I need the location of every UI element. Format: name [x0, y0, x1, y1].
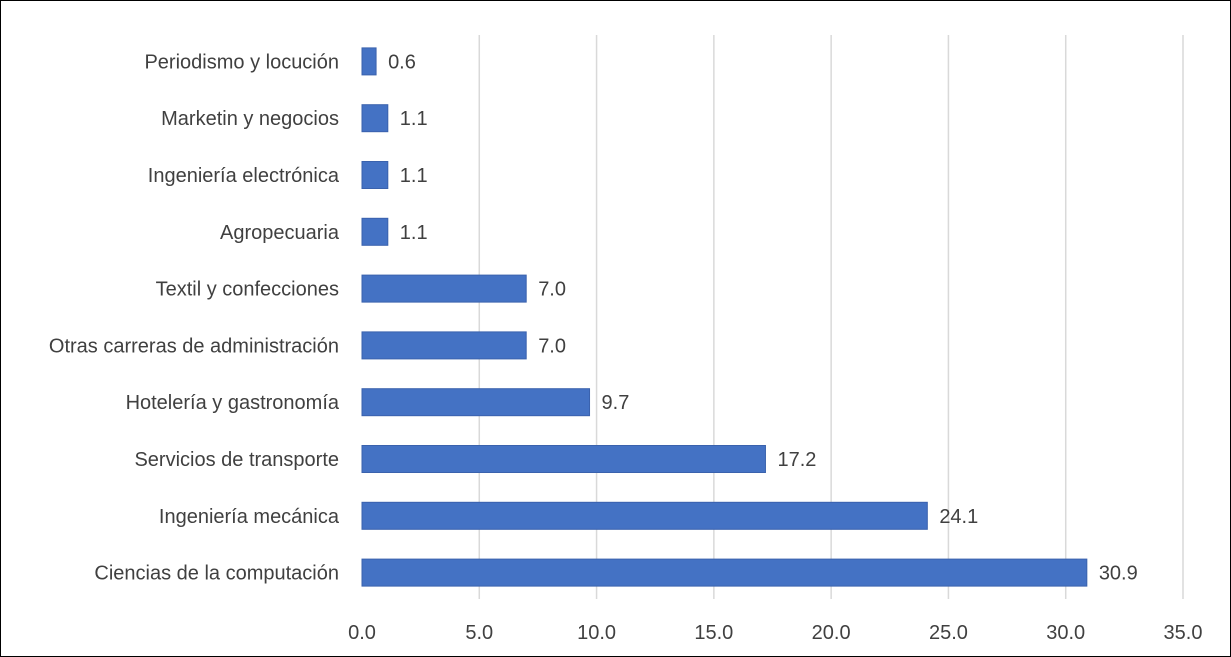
bar [361, 217, 389, 246]
data-label: 30.9 [1099, 563, 1138, 585]
category-label: Ingeniería mecánica [159, 506, 340, 528]
category-label: Marketin y negocios [161, 108, 339, 130]
x-tick-label: 30.0 [1046, 622, 1085, 644]
category-label: Ciencias de la computación [94, 563, 339, 585]
category-label: Ingeniería electrónica [148, 165, 340, 187]
bar [361, 331, 527, 360]
data-label: 24.1 [939, 506, 978, 528]
data-label: 9.7 [602, 392, 630, 414]
data-label: 17.2 [777, 449, 816, 471]
x-axis-tick-labels: 0.0 5.0 10.0 15.0 20.0 25.0 30.0 35.0 [348, 622, 1202, 644]
category-label: Hotelería y gastronomía [126, 392, 340, 414]
x-tick-label: 5.0 [465, 622, 493, 644]
bars [361, 47, 1088, 587]
bar [361, 104, 389, 133]
category-label: Textil y confecciones [156, 279, 339, 301]
x-tick-label: 20.0 [812, 622, 851, 644]
x-tick-label: 35.0 [1164, 622, 1203, 644]
bar [361, 47, 377, 76]
bar [361, 161, 389, 189]
category-labels: Periodismo y locución Marketin y negocios… [49, 51, 340, 584]
data-label: 0.6 [388, 51, 416, 73]
category-label: Otras carreras de administración [49, 335, 339, 357]
data-label: 1.1 [400, 108, 428, 130]
x-tick-label: 0.0 [348, 622, 376, 644]
x-tick-label: 10.0 [577, 622, 616, 644]
data-label: 1.1 [400, 165, 428, 187]
data-labels: 0.6 1.1 1.1 1.1 7.0 7.0 9.7 17.2 24.1 30.9 [388, 51, 1138, 584]
bar [361, 388, 591, 417]
data-label: 7.0 [538, 335, 566, 357]
bar [361, 501, 928, 530]
bar [361, 445, 766, 473]
x-tick-label: 15.0 [694, 622, 733, 644]
data-label: 1.1 [400, 222, 428, 244]
data-label: 7.0 [538, 279, 566, 301]
x-tick-label: 25.0 [929, 622, 968, 644]
bar [361, 558, 1088, 587]
category-label: Periodismo y locución [144, 51, 339, 73]
gridlines [478, 35, 1184, 599]
category-label: Servicios de transporte [134, 449, 339, 471]
bar [361, 274, 527, 303]
category-label: Agropecuaria [220, 222, 340, 244]
